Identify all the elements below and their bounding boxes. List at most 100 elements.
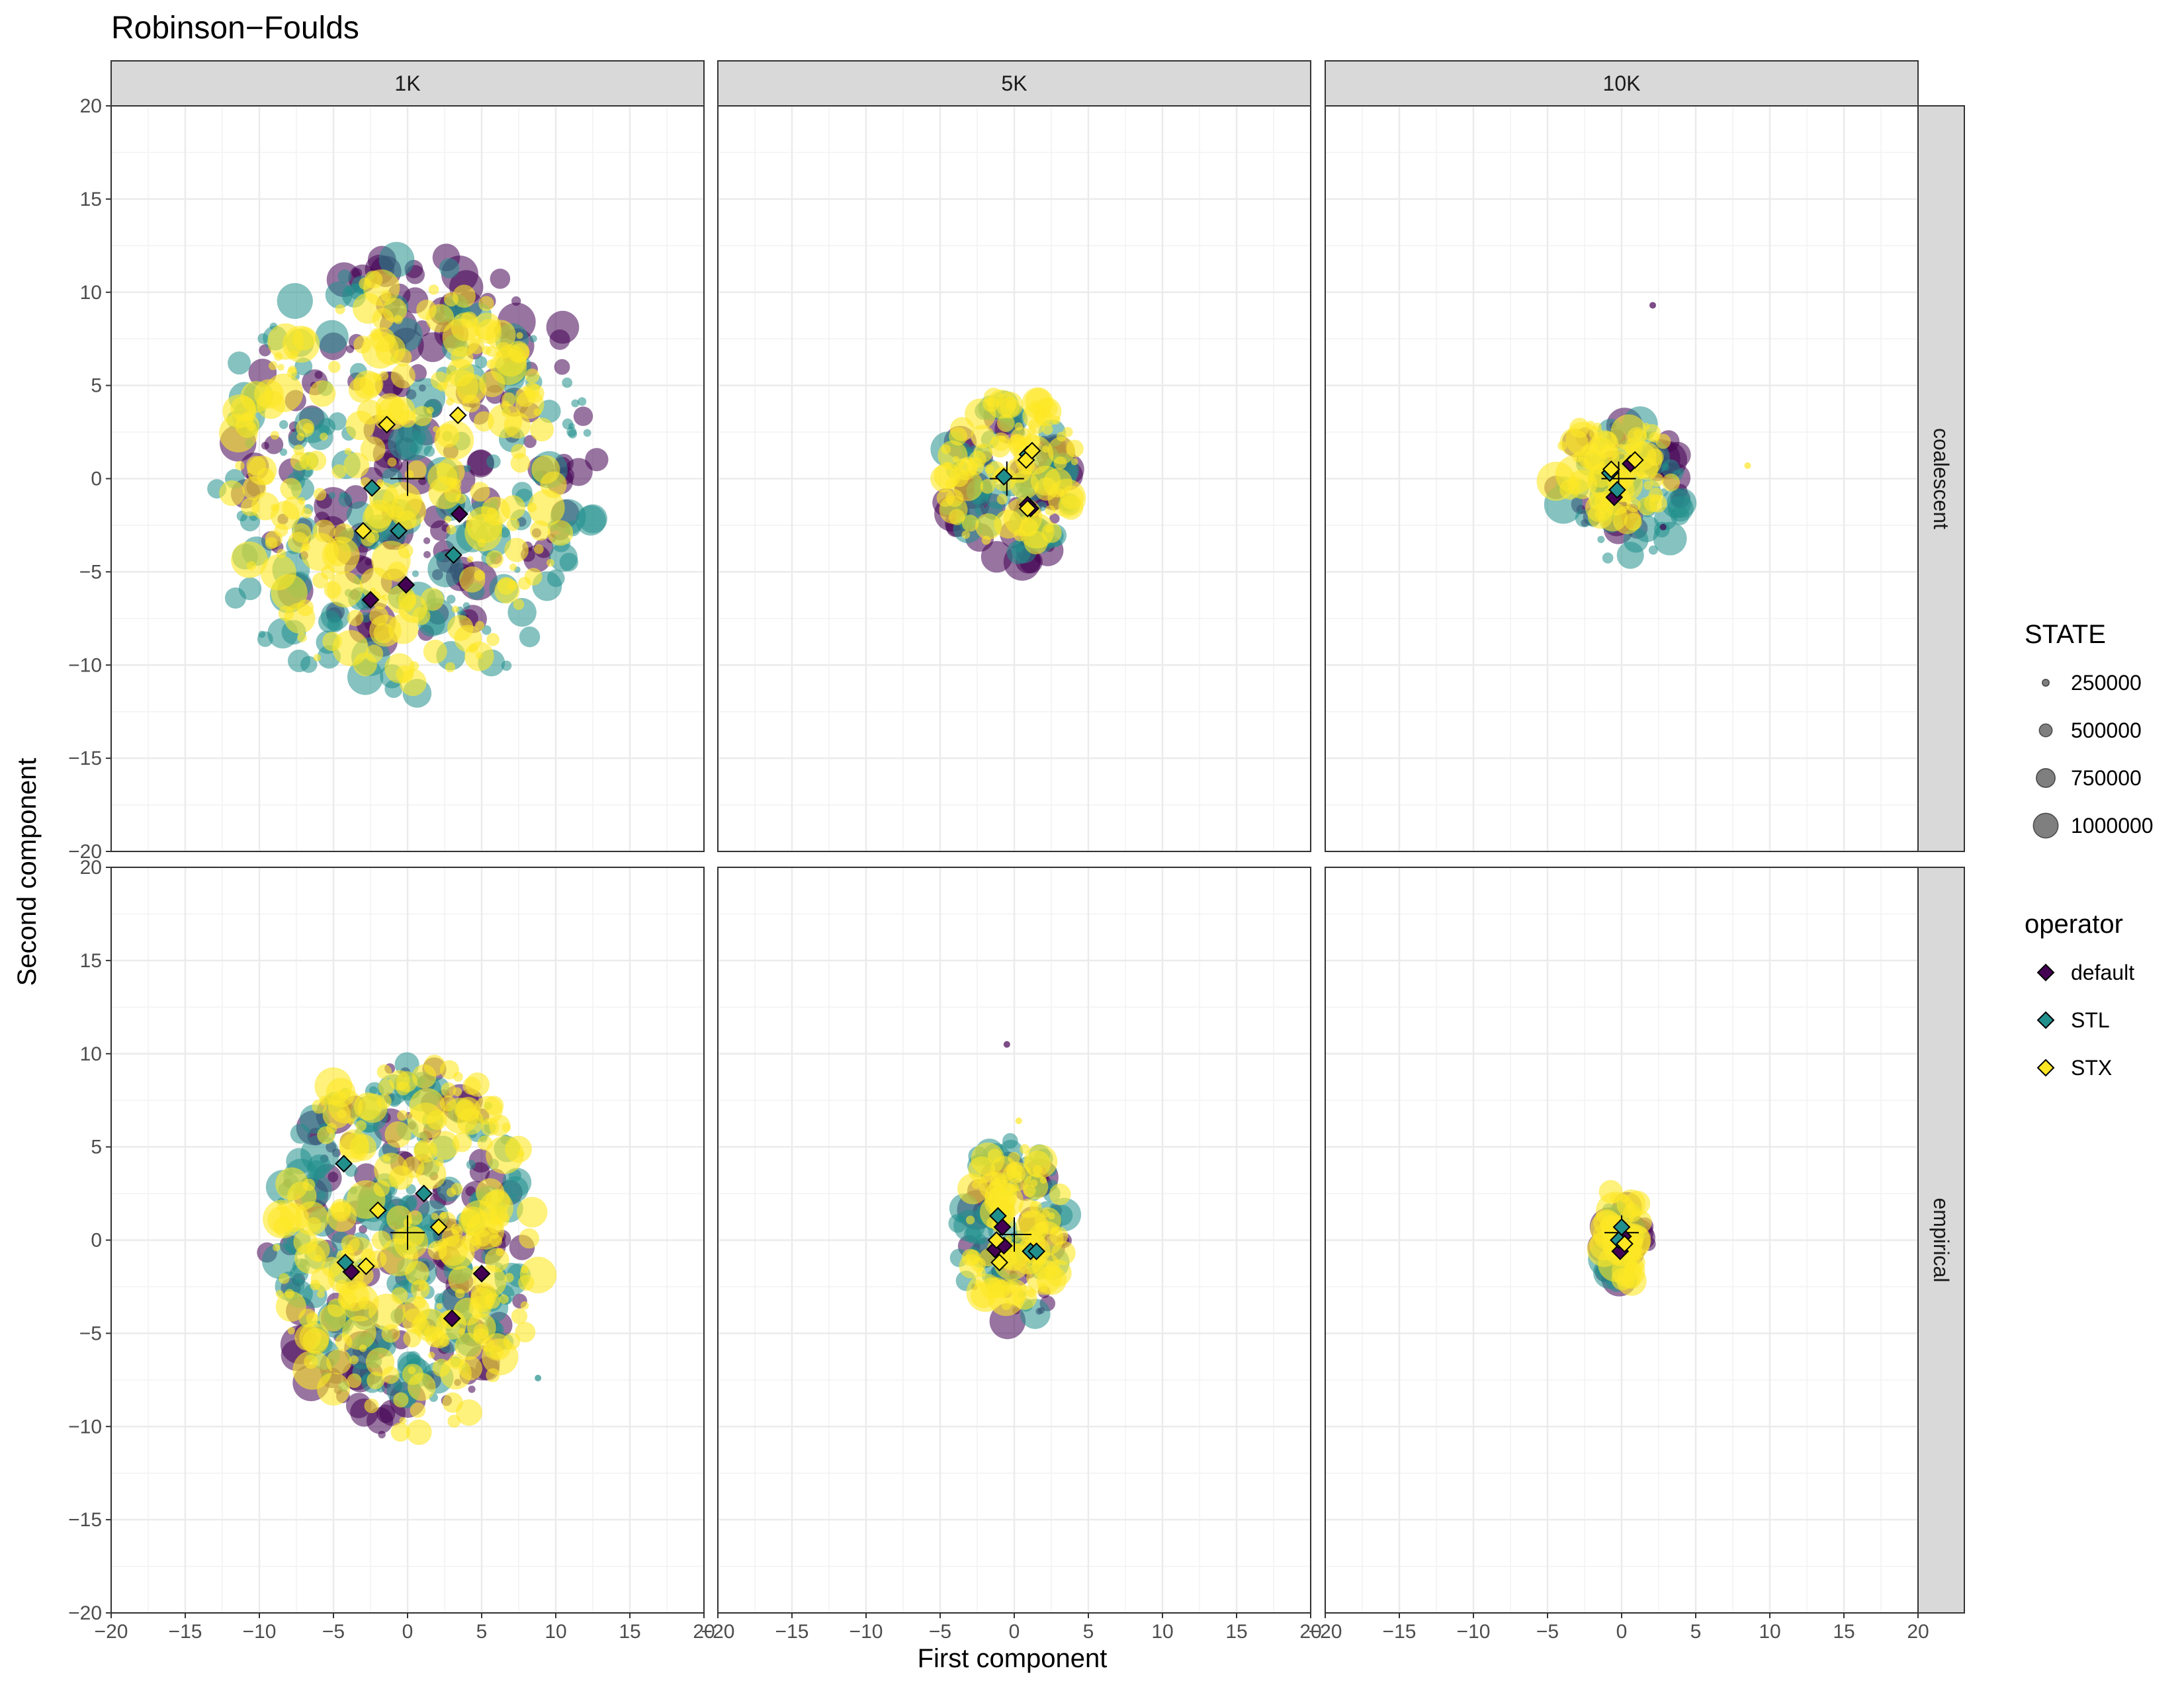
data-point-STX bbox=[344, 447, 352, 455]
data-point-STX bbox=[349, 1355, 359, 1365]
data-point-default bbox=[573, 406, 593, 426]
data-point-default bbox=[264, 435, 284, 454]
panel-10K-coalescent bbox=[1324, 105, 1919, 853]
x-tick-label: 10 bbox=[1151, 1621, 1173, 1643]
data-point-default bbox=[328, 1172, 339, 1183]
data-point-STL bbox=[957, 1215, 964, 1223]
data-point-STX bbox=[1042, 423, 1053, 435]
x-tick-label: −20 bbox=[701, 1621, 735, 1643]
data-point-STX bbox=[347, 1117, 355, 1125]
data-point-STX bbox=[246, 422, 255, 431]
data-point-STX bbox=[456, 1399, 482, 1426]
data-point-STX bbox=[416, 300, 437, 320]
data-point-STL bbox=[1653, 521, 1687, 556]
x-tick-label: −15 bbox=[775, 1621, 809, 1643]
data-point-STX bbox=[399, 1416, 407, 1424]
data-point-STL bbox=[571, 399, 580, 408]
data-point-STX bbox=[327, 572, 363, 608]
data-point-STX bbox=[517, 1197, 548, 1228]
facet-panels: 1K 5K 10K coalescent empirical bbox=[110, 60, 1965, 1614]
data-point-STL bbox=[258, 630, 266, 638]
data-point-STX bbox=[382, 1366, 400, 1384]
data-point-STX bbox=[359, 372, 384, 397]
data-point-STL bbox=[277, 282, 313, 320]
data-point-STX bbox=[1559, 428, 1589, 457]
data-point-STX bbox=[518, 577, 531, 590]
chart-title: Robinson−Foulds bbox=[111, 11, 359, 46]
data-point-STX bbox=[961, 514, 979, 532]
data-point-STX bbox=[427, 1352, 435, 1359]
data-point-STX bbox=[957, 1173, 988, 1205]
data-point-STX bbox=[513, 599, 525, 610]
data-point-STL bbox=[328, 492, 336, 499]
centroid-marker-STL bbox=[445, 546, 462, 564]
data-point-STL bbox=[320, 601, 350, 631]
data-point-STX bbox=[448, 1266, 476, 1294]
data-point-STX bbox=[485, 1294, 494, 1303]
data-point-STX bbox=[444, 515, 452, 523]
data-point-STX bbox=[1024, 1145, 1058, 1179]
data-point-STX bbox=[961, 530, 971, 539]
panel-5K-empirical bbox=[717, 866, 1312, 1614]
data-point-STX bbox=[246, 561, 257, 571]
data-point-STL bbox=[1602, 552, 1614, 564]
data-point-STL bbox=[1677, 468, 1685, 475]
centroid-marker-STX bbox=[354, 521, 372, 540]
data-point-STX bbox=[441, 1228, 460, 1247]
y-tick-label: −10 bbox=[68, 654, 102, 676]
data-point-STX bbox=[353, 335, 372, 354]
data-point-STX bbox=[525, 368, 540, 384]
data-point-STX bbox=[380, 1238, 419, 1277]
data-point-STL bbox=[562, 377, 573, 388]
data-point-STX bbox=[362, 503, 392, 533]
data-point-STX bbox=[966, 1274, 1005, 1313]
data-point-STX bbox=[364, 1398, 379, 1414]
data-point-STX bbox=[384, 1121, 412, 1148]
data-point-STX bbox=[1037, 398, 1058, 419]
data-point-STX bbox=[312, 572, 329, 589]
outlier-point-STX bbox=[1015, 1117, 1022, 1125]
legend: STATE 250000 500000 750000 1000000 operator de… bbox=[2025, 620, 2154, 1080]
data-point-STX bbox=[1598, 1180, 1623, 1204]
data-point-STL bbox=[224, 587, 246, 609]
data-point-STX bbox=[309, 380, 336, 407]
data-point-STX bbox=[287, 1326, 295, 1335]
x-tick-label: −15 bbox=[1383, 1621, 1417, 1643]
data-point-STX bbox=[437, 382, 447, 392]
data-point-STX bbox=[528, 489, 565, 527]
data-point-STX bbox=[275, 1167, 309, 1201]
x-tick-label: 15 bbox=[1225, 1621, 1247, 1643]
data-point-STX bbox=[277, 363, 284, 371]
data-point-STL bbox=[463, 464, 471, 472]
x-tick-label: 5 bbox=[476, 1621, 488, 1643]
data-point-STX bbox=[517, 1150, 525, 1158]
panel-1K-coalescent bbox=[110, 105, 705, 853]
data-point-default bbox=[546, 310, 580, 344]
centroid-marker-STX bbox=[449, 406, 467, 425]
y-axis-title: Second component bbox=[13, 758, 42, 986]
data-point-STL bbox=[559, 552, 578, 572]
data-point-STX bbox=[231, 541, 268, 578]
data-point-STX bbox=[1661, 473, 1681, 492]
data-point-STX bbox=[965, 398, 996, 430]
data-point-STX bbox=[280, 478, 302, 500]
data-point-STX bbox=[1045, 505, 1056, 516]
data-point-STX bbox=[382, 1154, 390, 1162]
color-legend-title: operator bbox=[2025, 910, 2123, 939]
y-tick-label: 15 bbox=[80, 189, 102, 210]
data-point-STX bbox=[1051, 1240, 1076, 1266]
data-point-STX bbox=[296, 433, 305, 441]
y-tick-label: 10 bbox=[80, 282, 102, 304]
centroid-marker-STX bbox=[1602, 460, 1620, 478]
data-point-STX bbox=[456, 373, 487, 404]
outlier-point-default bbox=[1003, 1041, 1010, 1048]
data-point-STX bbox=[317, 1126, 335, 1145]
x-tick-label: 15 bbox=[619, 1621, 640, 1643]
data-point-STX bbox=[999, 396, 1020, 417]
data-point-STL bbox=[279, 420, 288, 429]
data-point-STX bbox=[965, 1215, 975, 1225]
data-point-STX bbox=[530, 417, 554, 442]
data-point-STX bbox=[1624, 512, 1642, 531]
data-point-STX bbox=[473, 312, 502, 341]
data-point-STL bbox=[1667, 488, 1697, 518]
